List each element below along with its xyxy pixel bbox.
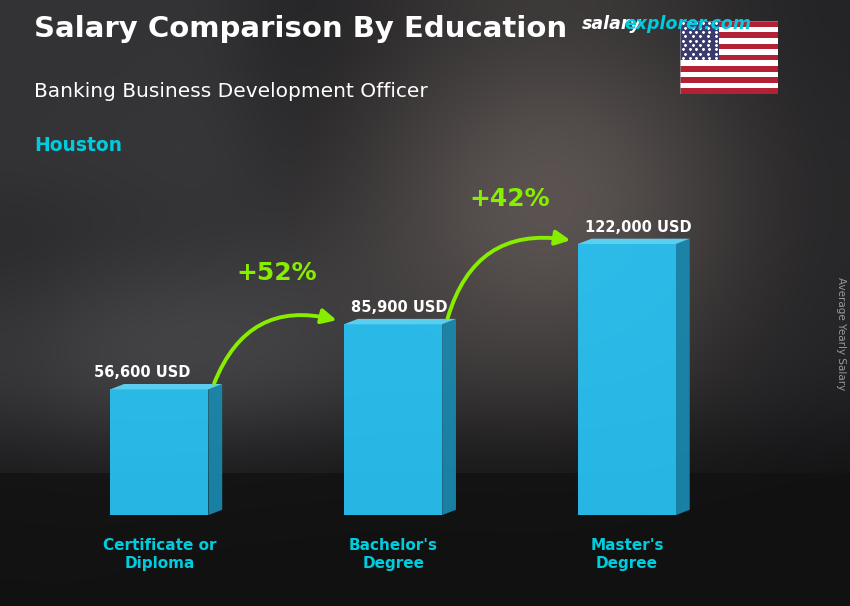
- Text: Bachelor's
Degree: Bachelor's Degree: [348, 539, 438, 571]
- Polygon shape: [110, 389, 208, 515]
- Bar: [680, 44, 778, 49]
- Polygon shape: [344, 324, 442, 515]
- Bar: [680, 21, 719, 61]
- Text: Houston: Houston: [34, 136, 122, 155]
- Text: Average Yearly Salary: Average Yearly Salary: [836, 277, 846, 390]
- Text: explorer.com: explorer.com: [625, 15, 751, 33]
- Text: Certificate or
Diploma: Certificate or Diploma: [103, 539, 216, 571]
- Bar: [680, 38, 778, 44]
- Text: 85,900 USD: 85,900 USD: [351, 301, 448, 315]
- Bar: [680, 32, 778, 38]
- Bar: [680, 66, 778, 72]
- Bar: [680, 27, 778, 32]
- Text: 122,000 USD: 122,000 USD: [585, 220, 691, 235]
- Polygon shape: [578, 244, 676, 515]
- Bar: [680, 49, 778, 55]
- Text: salary: salary: [582, 15, 642, 33]
- Bar: [680, 61, 778, 66]
- Bar: [680, 88, 778, 94]
- Text: Salary Comparison By Education: Salary Comparison By Education: [34, 15, 567, 43]
- Text: +42%: +42%: [470, 187, 550, 211]
- Text: 56,600 USD: 56,600 USD: [94, 365, 190, 381]
- Text: Master's
Degree: Master's Degree: [590, 539, 664, 571]
- Bar: [680, 77, 778, 83]
- Text: Banking Business Development Officer: Banking Business Development Officer: [34, 82, 428, 101]
- Polygon shape: [110, 384, 222, 389]
- Bar: [680, 21, 778, 27]
- Polygon shape: [344, 319, 456, 324]
- Polygon shape: [208, 384, 222, 515]
- Polygon shape: [442, 319, 456, 515]
- Polygon shape: [676, 239, 689, 515]
- Bar: [680, 83, 778, 88]
- Bar: [680, 55, 778, 61]
- Polygon shape: [578, 239, 689, 244]
- Text: +52%: +52%: [236, 261, 316, 285]
- Bar: [680, 72, 778, 77]
